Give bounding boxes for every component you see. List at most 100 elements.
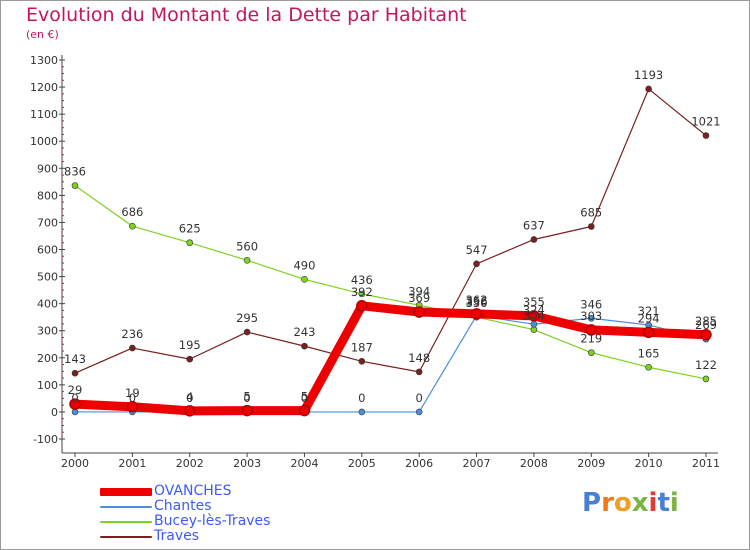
data-label: 1193 (634, 68, 663, 82)
x-tick-label: 2007 (463, 457, 491, 470)
data-label: 350 (466, 296, 488, 310)
data-point (587, 223, 595, 230)
data-label: 143 (64, 352, 86, 366)
x-tick-label: 2003 (233, 457, 261, 470)
legend-label: Traves (154, 528, 200, 544)
logo-letter: i (669, 488, 679, 518)
data-point (470, 308, 483, 320)
data-label: 294 (638, 311, 660, 325)
x-tick-label: 2001 (118, 457, 146, 470)
data-point (356, 300, 368, 312)
y-tick-label: 800 (37, 189, 58, 202)
data-label: 685 (580, 205, 602, 219)
data-label: 560 (236, 239, 258, 253)
x-tick-label: 2000 (61, 457, 89, 470)
data-point (585, 324, 598, 336)
data-point (129, 222, 136, 230)
data-label: 346 (580, 297, 602, 311)
legend-swatch (100, 536, 152, 538)
logo-letter: i (648, 488, 658, 518)
data-point (587, 349, 595, 356)
data-point (645, 85, 652, 93)
data-point (183, 405, 196, 417)
data-label: 436 (351, 273, 373, 287)
x-tick-label: 2010 (635, 457, 663, 470)
y-tick-label: 700 (37, 216, 58, 229)
x-tick-label: 2004 (290, 457, 318, 470)
logo-letter: x (631, 488, 649, 518)
data-label: 304 (523, 309, 545, 323)
data-point (358, 408, 366, 416)
y-tick-label: 300 (37, 325, 58, 338)
data-label: 0 (358, 391, 365, 405)
data-label: 285 (695, 314, 717, 328)
y-tick-label: 1200 (30, 81, 58, 94)
data-point (642, 326, 655, 339)
data-point (69, 398, 81, 410)
data-label: 0 (71, 391, 78, 405)
legend-swatch (100, 506, 152, 508)
data-point (415, 368, 423, 376)
data-point (71, 182, 79, 189)
data-label: 0 (416, 391, 423, 405)
data-point (71, 408, 79, 416)
data-label: 392 (351, 285, 373, 299)
data-point (243, 257, 251, 264)
x-tick-label: 2008 (520, 457, 548, 470)
legend-label: OVANCHES (154, 483, 232, 499)
data-point (587, 314, 595, 322)
data-label: 637 (523, 218, 545, 232)
data-point (645, 363, 652, 371)
data-label: 29 (68, 383, 83, 397)
data-point (702, 132, 710, 139)
y-tick-label: 900 (37, 162, 58, 175)
data-label: 187 (351, 340, 373, 354)
data-label: 236 (121, 327, 143, 341)
data-point (702, 375, 710, 383)
data-label: 0 (301, 391, 308, 405)
y-tick-label: 600 (37, 244, 58, 257)
data-label: 356 (466, 295, 488, 309)
data-label: 122 (695, 358, 717, 372)
data-label: 219 (580, 332, 602, 346)
data-label: 5 (301, 390, 308, 404)
logo-letter: P (582, 488, 602, 518)
data-point (358, 358, 366, 365)
data-point (129, 344, 136, 352)
series-line-ovanches (70, 301, 711, 416)
data-label: 321 (638, 304, 660, 318)
data-label: 0 (186, 391, 193, 405)
data-point (415, 408, 423, 416)
data-label: 243 (293, 325, 315, 339)
data-point (473, 260, 480, 268)
data-label: 195 (179, 338, 201, 352)
legend-swatch (100, 488, 152, 496)
data-point (358, 290, 366, 298)
y-tick-label: 1000 (30, 135, 58, 148)
data-label: 4 (186, 390, 193, 404)
y-tick-label: 1300 (30, 54, 58, 67)
x-tick-label: 2011 (692, 457, 720, 470)
data-label: 394 (408, 284, 430, 298)
x-tick-label: 2005 (348, 457, 376, 470)
chart-title: Evolution du Montant de la Dette par Hab… (26, 4, 467, 26)
logo-letter: o (613, 488, 632, 518)
y-tick-label: 500 (37, 271, 58, 284)
x-tick-label: 2002 (176, 457, 204, 470)
data-point (71, 369, 79, 377)
legend-label: Bucey-lès-Traves (154, 513, 271, 529)
data-label: 362 (466, 293, 488, 307)
data-point (298, 404, 311, 417)
logo-letter: r (601, 488, 614, 518)
legend-swatch (100, 521, 152, 523)
data-label: 148 (408, 351, 430, 365)
data-label: 324 (523, 303, 545, 317)
data-label: 303 (580, 309, 602, 323)
data-point (186, 355, 194, 363)
y-tick-label: 100 (37, 379, 58, 392)
x-tick-label: 2009 (577, 457, 605, 470)
data-label: 0 (243, 391, 250, 405)
data-point (243, 328, 251, 336)
